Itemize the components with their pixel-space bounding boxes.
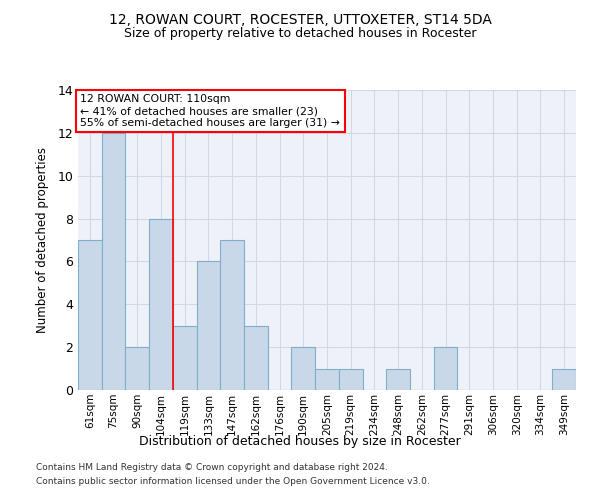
Bar bbox=[339, 368, 362, 390]
Bar bbox=[552, 368, 576, 390]
Bar bbox=[315, 368, 339, 390]
Text: Contains HM Land Registry data © Crown copyright and database right 2024.: Contains HM Land Registry data © Crown c… bbox=[36, 464, 388, 472]
Bar bbox=[244, 326, 268, 390]
Bar bbox=[386, 368, 410, 390]
Y-axis label: Number of detached properties: Number of detached properties bbox=[36, 147, 49, 333]
Bar bbox=[78, 240, 102, 390]
Bar bbox=[102, 133, 125, 390]
Bar bbox=[197, 262, 220, 390]
Text: 12, ROWAN COURT, ROCESTER, UTTOXETER, ST14 5DA: 12, ROWAN COURT, ROCESTER, UTTOXETER, ST… bbox=[109, 12, 491, 26]
Bar bbox=[434, 347, 457, 390]
Text: Contains public sector information licensed under the Open Government Licence v3: Contains public sector information licen… bbox=[36, 477, 430, 486]
Bar bbox=[173, 326, 197, 390]
Bar bbox=[220, 240, 244, 390]
Bar bbox=[125, 347, 149, 390]
Bar bbox=[149, 218, 173, 390]
Bar bbox=[292, 347, 315, 390]
Text: 12 ROWAN COURT: 110sqm
← 41% of detached houses are smaller (23)
55% of semi-det: 12 ROWAN COURT: 110sqm ← 41% of detached… bbox=[80, 94, 340, 128]
Text: Distribution of detached houses by size in Rocester: Distribution of detached houses by size … bbox=[139, 435, 461, 448]
Text: Size of property relative to detached houses in Rocester: Size of property relative to detached ho… bbox=[124, 28, 476, 40]
